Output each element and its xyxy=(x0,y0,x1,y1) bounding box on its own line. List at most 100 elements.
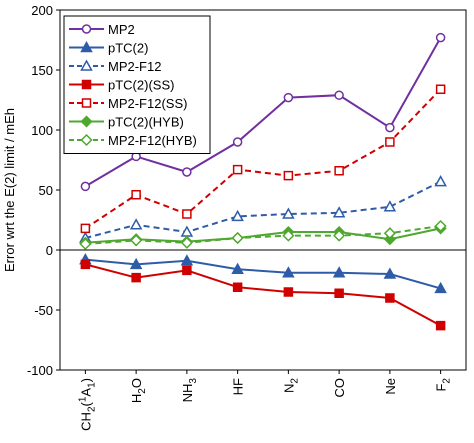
data-point xyxy=(434,219,447,233)
x-tick-label: N2 xyxy=(281,378,300,393)
data-point xyxy=(80,59,93,71)
legend-label: MP2-F12 xyxy=(108,59,161,74)
data-point xyxy=(81,79,92,90)
x-tick-label: CO xyxy=(332,378,347,398)
data-point xyxy=(334,288,344,298)
legend-label: pTC(2)(HYB) xyxy=(108,115,184,130)
legend-item: MP2-F12(SS) xyxy=(69,96,187,111)
data-point xyxy=(129,218,143,230)
data-point xyxy=(80,133,93,147)
data-point xyxy=(283,92,294,103)
data-point xyxy=(131,272,141,283)
legend-label: MP2-F12(HYB) xyxy=(108,133,197,148)
data-point xyxy=(435,32,446,43)
series-line xyxy=(84,37,442,188)
x-tick-label: CH2(1A1) xyxy=(77,378,97,431)
x-tick-label-part: 1 xyxy=(77,396,88,402)
y-tick-label: 100 xyxy=(31,123,53,138)
x-tick-label-part: NH xyxy=(180,384,195,403)
x-tick-label-part: ) xyxy=(78,378,93,382)
legend-item: pTC(2) xyxy=(69,41,148,56)
series-line xyxy=(85,263,442,327)
x-tick-label: Ne xyxy=(383,378,398,395)
legend: MP2 pTC(2) MP2-F12 pTC(2)(SS) MP2-F12(SS) pTC… xyxy=(63,15,211,154)
legend-label: pTC(2) xyxy=(108,41,148,56)
data-point xyxy=(180,254,194,266)
x-tick-label-part: 2 xyxy=(86,406,97,412)
data-point xyxy=(182,265,192,276)
x-tick-label-part: N xyxy=(281,384,296,393)
data-point xyxy=(231,209,244,222)
data-point xyxy=(282,266,295,278)
data-point xyxy=(80,40,93,53)
data-point xyxy=(81,24,92,34)
x-tick-label-part: H xyxy=(129,394,144,403)
data-point xyxy=(80,181,91,192)
data-point xyxy=(333,229,346,242)
data-point xyxy=(232,282,243,292)
data-point xyxy=(282,229,295,242)
series-line xyxy=(85,258,441,290)
legend-item: pTC(2)(HYB) xyxy=(69,115,184,130)
legend-item: MP2-F12(HYB) xyxy=(69,133,197,148)
x-tick-label-part: 3 xyxy=(188,378,199,384)
legend-label: pTC(2)(SS) xyxy=(108,78,174,93)
y-tick-label: 50 xyxy=(39,183,53,198)
legend-item: pTC(2)(SS) xyxy=(69,78,174,93)
series-line xyxy=(84,88,442,230)
data-point xyxy=(231,231,244,245)
data-point xyxy=(385,122,395,133)
series-layer xyxy=(79,32,447,331)
data-point xyxy=(232,137,243,147)
data-point xyxy=(334,166,344,176)
x-tick-label: NH3 xyxy=(180,378,199,403)
series xyxy=(80,84,446,234)
x-tick-label-part: CH xyxy=(78,412,93,431)
data-point xyxy=(332,266,346,278)
data-point xyxy=(383,200,397,212)
x-tick-label-part: 2 xyxy=(137,388,148,394)
y-tick-label: -50 xyxy=(34,303,53,318)
data-point xyxy=(434,175,447,187)
x-tick-label: HF xyxy=(231,378,246,395)
x-tick-label: F2 xyxy=(434,378,453,392)
data-point xyxy=(131,190,141,200)
data-point xyxy=(434,281,447,294)
x-tick-label-part: O xyxy=(129,378,144,388)
data-point xyxy=(383,267,397,279)
data-point xyxy=(334,90,344,100)
legend-item: MP2-F12 xyxy=(69,59,161,74)
x-tick-label-part: 2 xyxy=(442,378,453,384)
data-point xyxy=(79,237,92,251)
y-tick-label: 200 xyxy=(31,3,53,18)
x-tick-label-part: 1 xyxy=(86,382,97,388)
data-point xyxy=(129,257,143,270)
data-point xyxy=(182,209,192,219)
data-point xyxy=(232,164,243,175)
x-tick-label-part: CO xyxy=(332,378,347,398)
data-point xyxy=(81,98,92,108)
data-point xyxy=(283,170,294,181)
y-tick-label: 150 xyxy=(31,63,53,78)
x-tick-label: H2O xyxy=(129,378,148,403)
data-point xyxy=(80,115,93,128)
x-tick-label-part: F xyxy=(434,384,449,392)
y-tick-label: 0 xyxy=(46,243,53,258)
data-point xyxy=(80,259,91,270)
y-axis-label: Error wrt the E(2) limit / mEh xyxy=(2,108,17,272)
series xyxy=(79,219,447,251)
data-point xyxy=(332,206,346,218)
x-tick-label-part: HF xyxy=(231,378,246,395)
legend-item: MP2 xyxy=(69,22,135,37)
data-point xyxy=(130,234,143,247)
x-tick-label-part: ( xyxy=(78,401,93,406)
data-point xyxy=(383,227,396,240)
data-point xyxy=(385,293,395,303)
y-tick-label: -100 xyxy=(27,363,53,378)
series xyxy=(80,32,446,192)
data-point xyxy=(182,167,192,177)
legend-label: MP2-F12(SS) xyxy=(108,96,187,111)
data-point xyxy=(283,287,294,297)
